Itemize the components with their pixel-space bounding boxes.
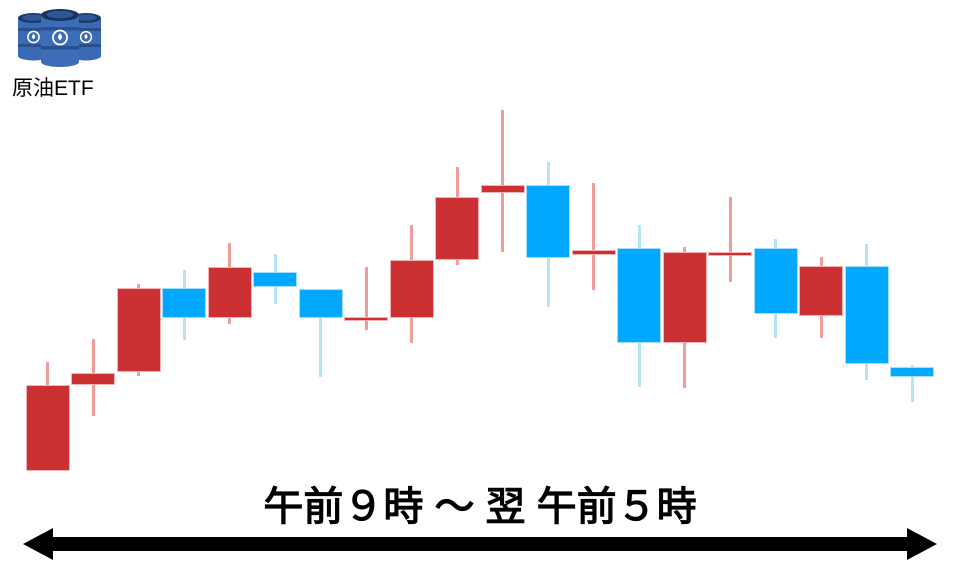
candle-body <box>526 185 571 259</box>
candle-body <box>571 250 616 256</box>
candle-wick <box>319 288 323 378</box>
candle-body <box>435 196 480 260</box>
candle-body <box>162 288 207 319</box>
candle-body <box>253 272 298 287</box>
candle-body <box>344 316 389 321</box>
candle-wick <box>501 109 505 252</box>
candle-wick <box>364 266 368 330</box>
candle-body <box>25 385 70 471</box>
candle-body <box>116 288 161 373</box>
oil-etf-label: 原油ETF <box>12 77 94 100</box>
candle-body <box>298 288 343 319</box>
candle-body <box>617 247 662 343</box>
candle-body <box>71 372 116 385</box>
time-range-label: 午前９時 ～ 翌 午前５時 <box>263 485 697 529</box>
candle-body <box>480 185 525 194</box>
candle-body <box>844 266 889 365</box>
candle-body <box>799 266 844 316</box>
candle-wick <box>728 196 732 282</box>
candle-wick <box>910 364 914 403</box>
candle-wick <box>592 182 596 290</box>
candle-body <box>207 266 252 319</box>
oil-barrel-front <box>41 9 79 67</box>
double-headed-arrow <box>23 528 937 560</box>
oil-etf-brand: 原油ETF <box>8 4 128 100</box>
oil-barrels-icon <box>18 9 101 67</box>
candle-body <box>662 252 707 343</box>
candle-body <box>389 259 434 319</box>
candle-body <box>708 252 753 257</box>
arrow-shape <box>23 528 937 560</box>
candle-body <box>890 367 935 377</box>
candle-body <box>753 247 798 314</box>
